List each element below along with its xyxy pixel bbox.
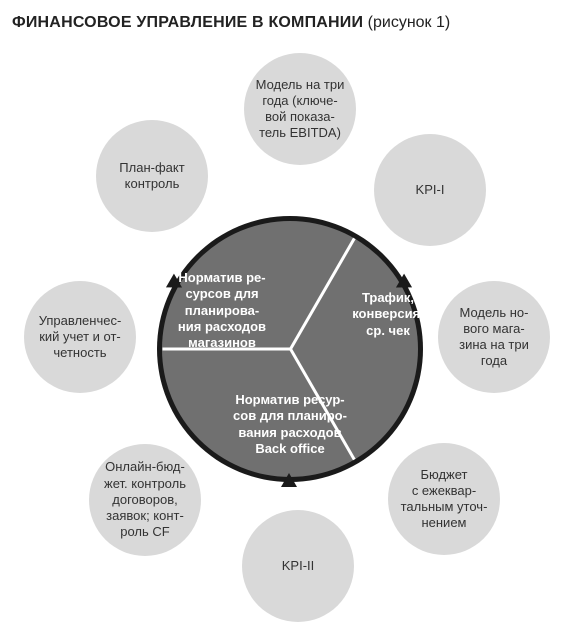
outer-circle: KPI-I [374,134,486,246]
title-bold: ФИНАНСОВОЕ УПРАВЛЕНИЕ В КОМПАНИИ [12,14,363,31]
diagram-canvas: { "title": { "bold": "ФИНАНСОВОЕ УПРАВЛЕ… [0,0,578,627]
outer-circle-label: Модель но-вого мага-зина на тригода [455,301,533,374]
outer-circle: Онлайн-бюд-жет. контрольдоговоров,заявок… [89,444,201,556]
outer-circle: Модель на тригода (ключе-вой показа-тель… [244,53,356,165]
sector-label: Норматив ресур-сов для планиро-вания рас… [230,392,350,457]
outer-circle-label: KPI-I [412,178,449,202]
outer-circle: Бюджетс ежеквар-тальным уточ-нением [388,443,500,555]
outer-circle-label: План-фактконтроль [115,156,188,197]
diagram-title: ФИНАНСОВОЕ УПРАВЛЕНИЕ В КОМПАНИИ (рисуно… [12,14,450,32]
outer-circle: Модель но-вого мага-зина на тригода [438,281,550,393]
outer-circle-label: Онлайн-бюд-жет. контрольдоговоров,заявок… [100,455,190,544]
outer-circle-label: Бюджетс ежеквар-тальным уточ-нением [397,463,492,536]
outer-circle-label: Управленчес-кий учет и от-четность [35,309,126,366]
sector-label: Трафик,конверсия,ср. чек [328,290,448,339]
title-light: (рисунок 1) [368,14,451,31]
outer-circle: План-фактконтроль [96,120,208,232]
outer-circle: Управленчес-кий учет и от-четность [24,281,136,393]
outer-circle-label: Модель на тригода (ключе-вой показа-тель… [252,73,349,146]
outer-circle-label: KPI-II [278,554,319,578]
cycle-arrow-head [281,473,297,487]
outer-circle: KPI-II [242,510,354,622]
